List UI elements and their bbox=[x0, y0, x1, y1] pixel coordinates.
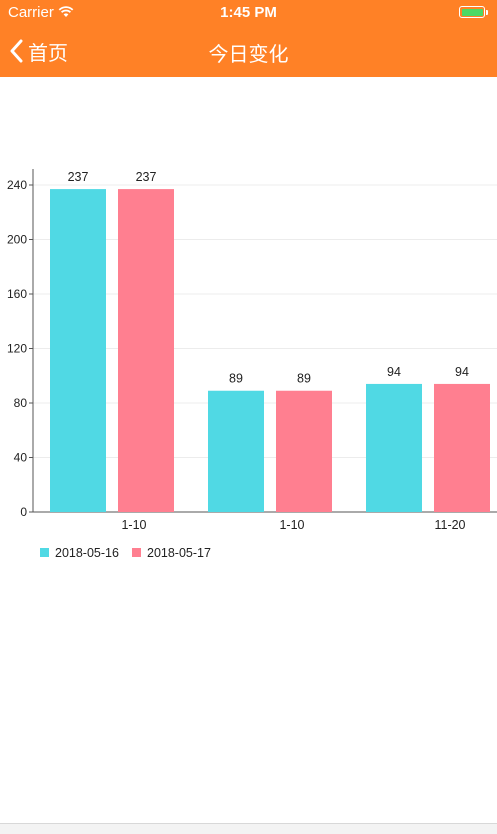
legend-label: 2018-05-17 bbox=[147, 546, 211, 560]
y-tick-label: 240 bbox=[7, 178, 27, 192]
bar-value-label: 237 bbox=[68, 170, 89, 184]
y-tick-label: 0 bbox=[20, 505, 27, 519]
header: Carrier 1:45 PM 首页 今日变化 bbox=[0, 0, 497, 77]
bar-value-label: 94 bbox=[455, 365, 469, 379]
bar-2018-05-17-1-10 bbox=[118, 189, 174, 512]
x-tick-label: 11-20 bbox=[434, 518, 465, 532]
clock: 1:45 PM bbox=[220, 4, 277, 21]
bar-chart: 0 40 80 120 160 200 240 237 237 1-10 89 89 1-10 94 94 1… bbox=[0, 77, 497, 597]
bar-2018-05-16-1-10 bbox=[50, 189, 106, 512]
y-tick-label: 80 bbox=[14, 396, 28, 410]
page-title: 今日变化 bbox=[208, 44, 289, 66]
bar-value-label: 94 bbox=[387, 365, 401, 379]
y-tick-label: 160 bbox=[7, 287, 27, 301]
bar-2018-05-17-1-10 bbox=[276, 390, 332, 512]
nav-bar: 首页 今日变化 bbox=[0, 26, 497, 77]
battery-icon bbox=[459, 6, 485, 18]
bar-2018-05-16-11-20 bbox=[366, 383, 422, 512]
legend-swatch bbox=[40, 548, 49, 557]
chart-svg: 0 40 80 120 160 200 240 237 237 1-10 89 89 1-10 94 94 1… bbox=[7, 169, 497, 560]
back-label: 首页 bbox=[28, 42, 68, 65]
wifi-icon bbox=[58, 5, 74, 22]
legend-label: 2018-05-16 bbox=[55, 546, 119, 560]
chevron-left-icon bbox=[10, 39, 23, 63]
x-tick-label: 1-10 bbox=[279, 518, 304, 532]
bar-value-label: 237 bbox=[136, 170, 157, 184]
bar-2018-05-16-1-10 bbox=[208, 390, 264, 512]
back-button[interactable]: 首页 bbox=[10, 36, 68, 66]
y-tick-label: 120 bbox=[7, 342, 27, 356]
x-tick-label: 1-10 bbox=[121, 518, 146, 532]
bottom-bar bbox=[0, 823, 497, 834]
bar-2018-05-17-11-20 bbox=[434, 383, 490, 512]
battery-tip bbox=[486, 10, 488, 15]
bar-value-label: 89 bbox=[297, 372, 311, 386]
y-tick-label: 40 bbox=[14, 451, 28, 465]
legend-swatch bbox=[132, 548, 141, 557]
bar-value-label: 89 bbox=[229, 372, 243, 386]
battery-level bbox=[461, 8, 483, 16]
carrier-label: Carrier bbox=[8, 4, 54, 21]
y-tick-label: 200 bbox=[7, 233, 27, 247]
status-bar: Carrier 1:45 PM bbox=[0, 0, 497, 26]
